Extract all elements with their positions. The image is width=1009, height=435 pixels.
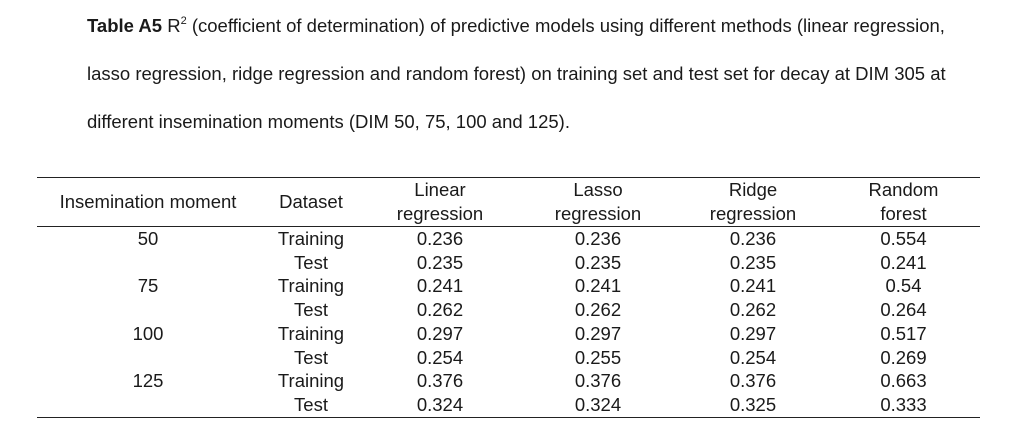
cell-random-forest: 0.554 [880,228,927,249]
cell-random-forest: 0.241 [880,251,927,273]
cell-lasso: 0.255 [574,346,622,368]
cell-ridge: 0.254 [729,346,777,368]
cell-ridge: 0.376 [729,370,777,392]
results-table-container: Insemination moment Dataset Linear regres… [37,177,980,418]
results-table: Insemination moment Dataset Linear regres… [37,177,980,418]
cell-moment [37,251,259,275]
cell-ridge: 0.236 [729,228,777,249]
cell-linear: 0.236 [416,228,464,249]
cell-dataset: Test [294,299,328,321]
table-row: 75 Training 0.241 0.241 0.241 0.54 [37,274,980,298]
cell-dataset: Training [277,228,345,249]
cell-ridge: 0.235 [729,251,777,273]
cell-random-forest: 0.264 [880,299,927,321]
cell-moment: 100 [132,322,164,344]
cell-linear: 0.297 [416,322,464,344]
table-body: 50 Training 0.236 0.236 0.236 0.554 Test… [37,227,980,418]
cell-dataset: Test [294,346,328,368]
cell-moment: 75 [137,275,159,297]
cell-random-forest: 0.269 [880,346,927,368]
cell-ridge: 0.325 [729,393,777,415]
cell-random-forest: 0.517 [880,322,927,344]
table-row: Test 0.235 0.235 0.235 0.241 [37,251,980,275]
cell-random-forest: 0.663 [880,370,927,392]
cell-dataset: Test [294,251,328,273]
cell-random-forest: 0.54 [885,275,922,297]
cell-lasso: 0.241 [574,275,622,297]
r-superscript: 2 [180,15,187,27]
cell-moment [37,298,259,322]
cell-lasso: 0.236 [574,228,622,249]
cell-linear: 0.324 [416,393,464,415]
cell-dataset: Training [277,275,345,297]
cell-ridge: 0.297 [729,322,777,344]
cell-linear: 0.241 [416,275,464,297]
cell-lasso: 0.297 [574,322,622,344]
table-row: 125 Training 0.376 0.376 0.376 0.663 [37,369,980,393]
cell-lasso: 0.376 [574,370,622,392]
cell-linear: 0.376 [416,370,464,392]
cell-lasso: 0.262 [574,299,622,321]
cell-ridge: 0.262 [729,299,777,321]
table-row: Test 0.254 0.255 0.254 0.269 [37,346,980,370]
header-dataset: Dataset [279,191,343,212]
table-row: Test 0.324 0.324 0.325 0.333 [37,393,980,418]
r-symbol: R [167,15,181,36]
table-row: 100 Training 0.297 0.297 0.297 0.517 [37,322,980,346]
table-header-row: Insemination moment Dataset Linear regres… [37,177,980,227]
cell-dataset: Training [277,322,345,344]
cell-moment [37,346,259,370]
cell-random-forest: 0.333 [880,393,927,415]
cell-moment: 125 [132,370,164,392]
cell-moment [37,393,259,417]
cell-linear: 0.254 [416,346,464,368]
cell-dataset: Training [277,370,345,392]
table-row: Test 0.262 0.262 0.262 0.264 [37,298,980,322]
cell-ridge: 0.241 [729,275,777,297]
table-caption: Table A5 R2 (coefficient of determinatio… [87,2,967,146]
cell-linear: 0.262 [416,299,464,321]
header-linear-regression: Linear regression [396,179,484,224]
cell-linear: 0.235 [416,251,464,273]
header-insemination-moment: Insemination moment [59,191,237,212]
cell-moment: 50 [137,228,159,249]
header-ridge-regression: Ridge regression [709,179,797,224]
cell-lasso: 0.324 [574,393,622,415]
cell-dataset: Test [294,393,328,415]
header-random-forest: Random forest [868,179,939,224]
caption-label: Table A5 [87,15,163,36]
table-row: 50 Training 0.236 0.236 0.236 0.554 [37,227,980,251]
header-lasso-regression: Lasso regression [554,179,642,224]
caption-text: (coefficient of determination) of predic… [87,15,946,132]
cell-lasso: 0.235 [574,251,622,273]
